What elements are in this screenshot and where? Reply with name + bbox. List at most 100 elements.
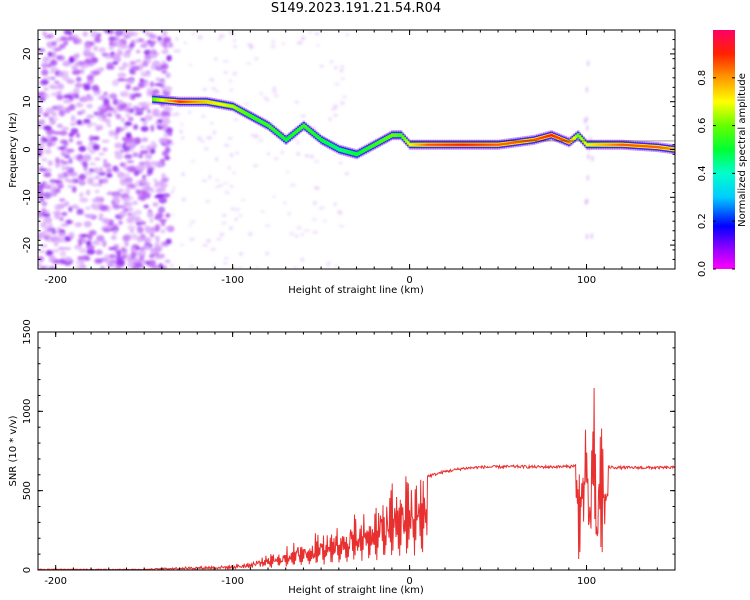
speckle-mark: [51, 248, 60, 254]
speckle-mark: [39, 197, 45, 202]
speckle-mark: [314, 31, 320, 36]
speckle-mark: [83, 220, 92, 228]
ridge-cell: [293, 131, 297, 134]
ridge-cell: [203, 100, 207, 103]
ridge-cell: [279, 134, 283, 137]
ridge-cell: [412, 143, 415, 146]
ridge-cell: [550, 134, 553, 137]
ridge-cell: [592, 143, 596, 146]
speckle-mark: [117, 77, 127, 82]
ridge-cell: [438, 143, 442, 146]
speckle-mark: [161, 49, 169, 55]
speckle-mark: [128, 196, 134, 200]
ridge-cell: [226, 104, 230, 107]
speckle-mark: [191, 32, 196, 36]
speckle-mark: [152, 144, 158, 148]
speckle-mark: [60, 223, 69, 227]
speckle-mark: [147, 109, 152, 114]
speckle-mark: [121, 197, 131, 202]
spike-mark: [590, 155, 594, 162]
ridge-cell: [306, 127, 309, 130]
ridge-cell: [341, 149, 345, 152]
colorbar-tick-label: 0.6: [697, 118, 708, 134]
speckle-mark: [154, 195, 162, 199]
ridge-cell: [185, 100, 189, 103]
speckle-mark: [93, 167, 99, 174]
speckle-mark: [62, 99, 72, 104]
speckle-mark: [139, 145, 146, 149]
speckle-mark: [68, 57, 75, 64]
speckle-mark: [93, 242, 102, 246]
speckle-mark: [176, 49, 181, 53]
speckle-mark: [119, 148, 124, 154]
ridge-cell: [323, 140, 327, 143]
speckle-mark: [345, 33, 349, 37]
speckle-mark: [71, 186, 77, 193]
ridge-cell: [288, 135, 291, 139]
y-tick-label: 1000: [22, 399, 33, 424]
speckle-mark: [67, 184, 74, 189]
ridge-cell: [217, 102, 221, 106]
ridge-cell: [229, 105, 233, 108]
speckle-mark: [102, 147, 108, 152]
colorbar-tick-label: 0.8: [697, 70, 708, 86]
ridge-cell: [493, 143, 497, 146]
speckle-mark: [116, 171, 122, 176]
speckle-mark: [222, 181, 229, 185]
speckle-mark: [128, 142, 134, 148]
speckle-mark: [106, 112, 113, 118]
speckle-mark: [73, 87, 80, 95]
x-tick-label: 100: [577, 275, 596, 286]
ridge-cell: [198, 100, 201, 103]
speckle-mark: [125, 113, 131, 118]
speckle-mark: [254, 135, 260, 139]
ridge-cell: [491, 143, 495, 146]
speckle-mark: [247, 231, 253, 237]
speckle-mark: [120, 117, 126, 123]
ridge-cell: [286, 137, 290, 140]
speckle-mark: [86, 95, 94, 102]
ridge-cell: [645, 145, 649, 148]
speckle-mark: [246, 43, 253, 47]
ridge-cell: [314, 134, 318, 137]
ridge-cell: [390, 134, 394, 137]
speckle-mark: [259, 91, 264, 96]
speckle-mark: [109, 258, 116, 266]
ridge-cell: [196, 100, 199, 103]
speckle-mark: [97, 96, 103, 100]
ridge-cell: [479, 143, 483, 146]
ridge-cell: [398, 134, 401, 137]
speckle-mark: [119, 91, 129, 98]
speckle-mark: [338, 224, 345, 228]
speckle-mark: [116, 51, 122, 57]
speckle-mark: [103, 30, 113, 34]
ridge-cell: [330, 144, 334, 147]
ridge-cell: [576, 134, 580, 137]
speckle-mark: [132, 152, 139, 158]
speckle-mark: [158, 180, 165, 187]
speckle-mark: [229, 184, 234, 188]
speckle-mark: [265, 224, 271, 228]
speckle-mark: [49, 69, 54, 74]
speckle-mark: [154, 223, 161, 231]
x-tick-label: -200: [44, 275, 67, 286]
speckle-mark: [149, 248, 155, 253]
speckle-mark: [163, 85, 173, 93]
speckle-mark: [235, 207, 241, 212]
speckle-mark: [141, 178, 147, 184]
speckle-mark: [108, 247, 117, 251]
speckle-mark: [49, 84, 55, 90]
speckle-mark: [333, 202, 337, 207]
speckle-mark: [159, 229, 166, 234]
ridge-cell: [506, 142, 509, 145]
speckle-mark: [98, 47, 106, 53]
x-tick-label: -100: [221, 275, 244, 286]
speckle-mark: [108, 130, 116, 137]
speckle-mark: [121, 255, 126, 261]
ridge-cell: [500, 143, 504, 146]
speckle-mark: [63, 94, 73, 99]
ridge-cell: [375, 142, 378, 145]
speckle-mark: [296, 226, 303, 230]
speckle-mark: [212, 130, 217, 135]
speckle-mark: [76, 119, 83, 125]
